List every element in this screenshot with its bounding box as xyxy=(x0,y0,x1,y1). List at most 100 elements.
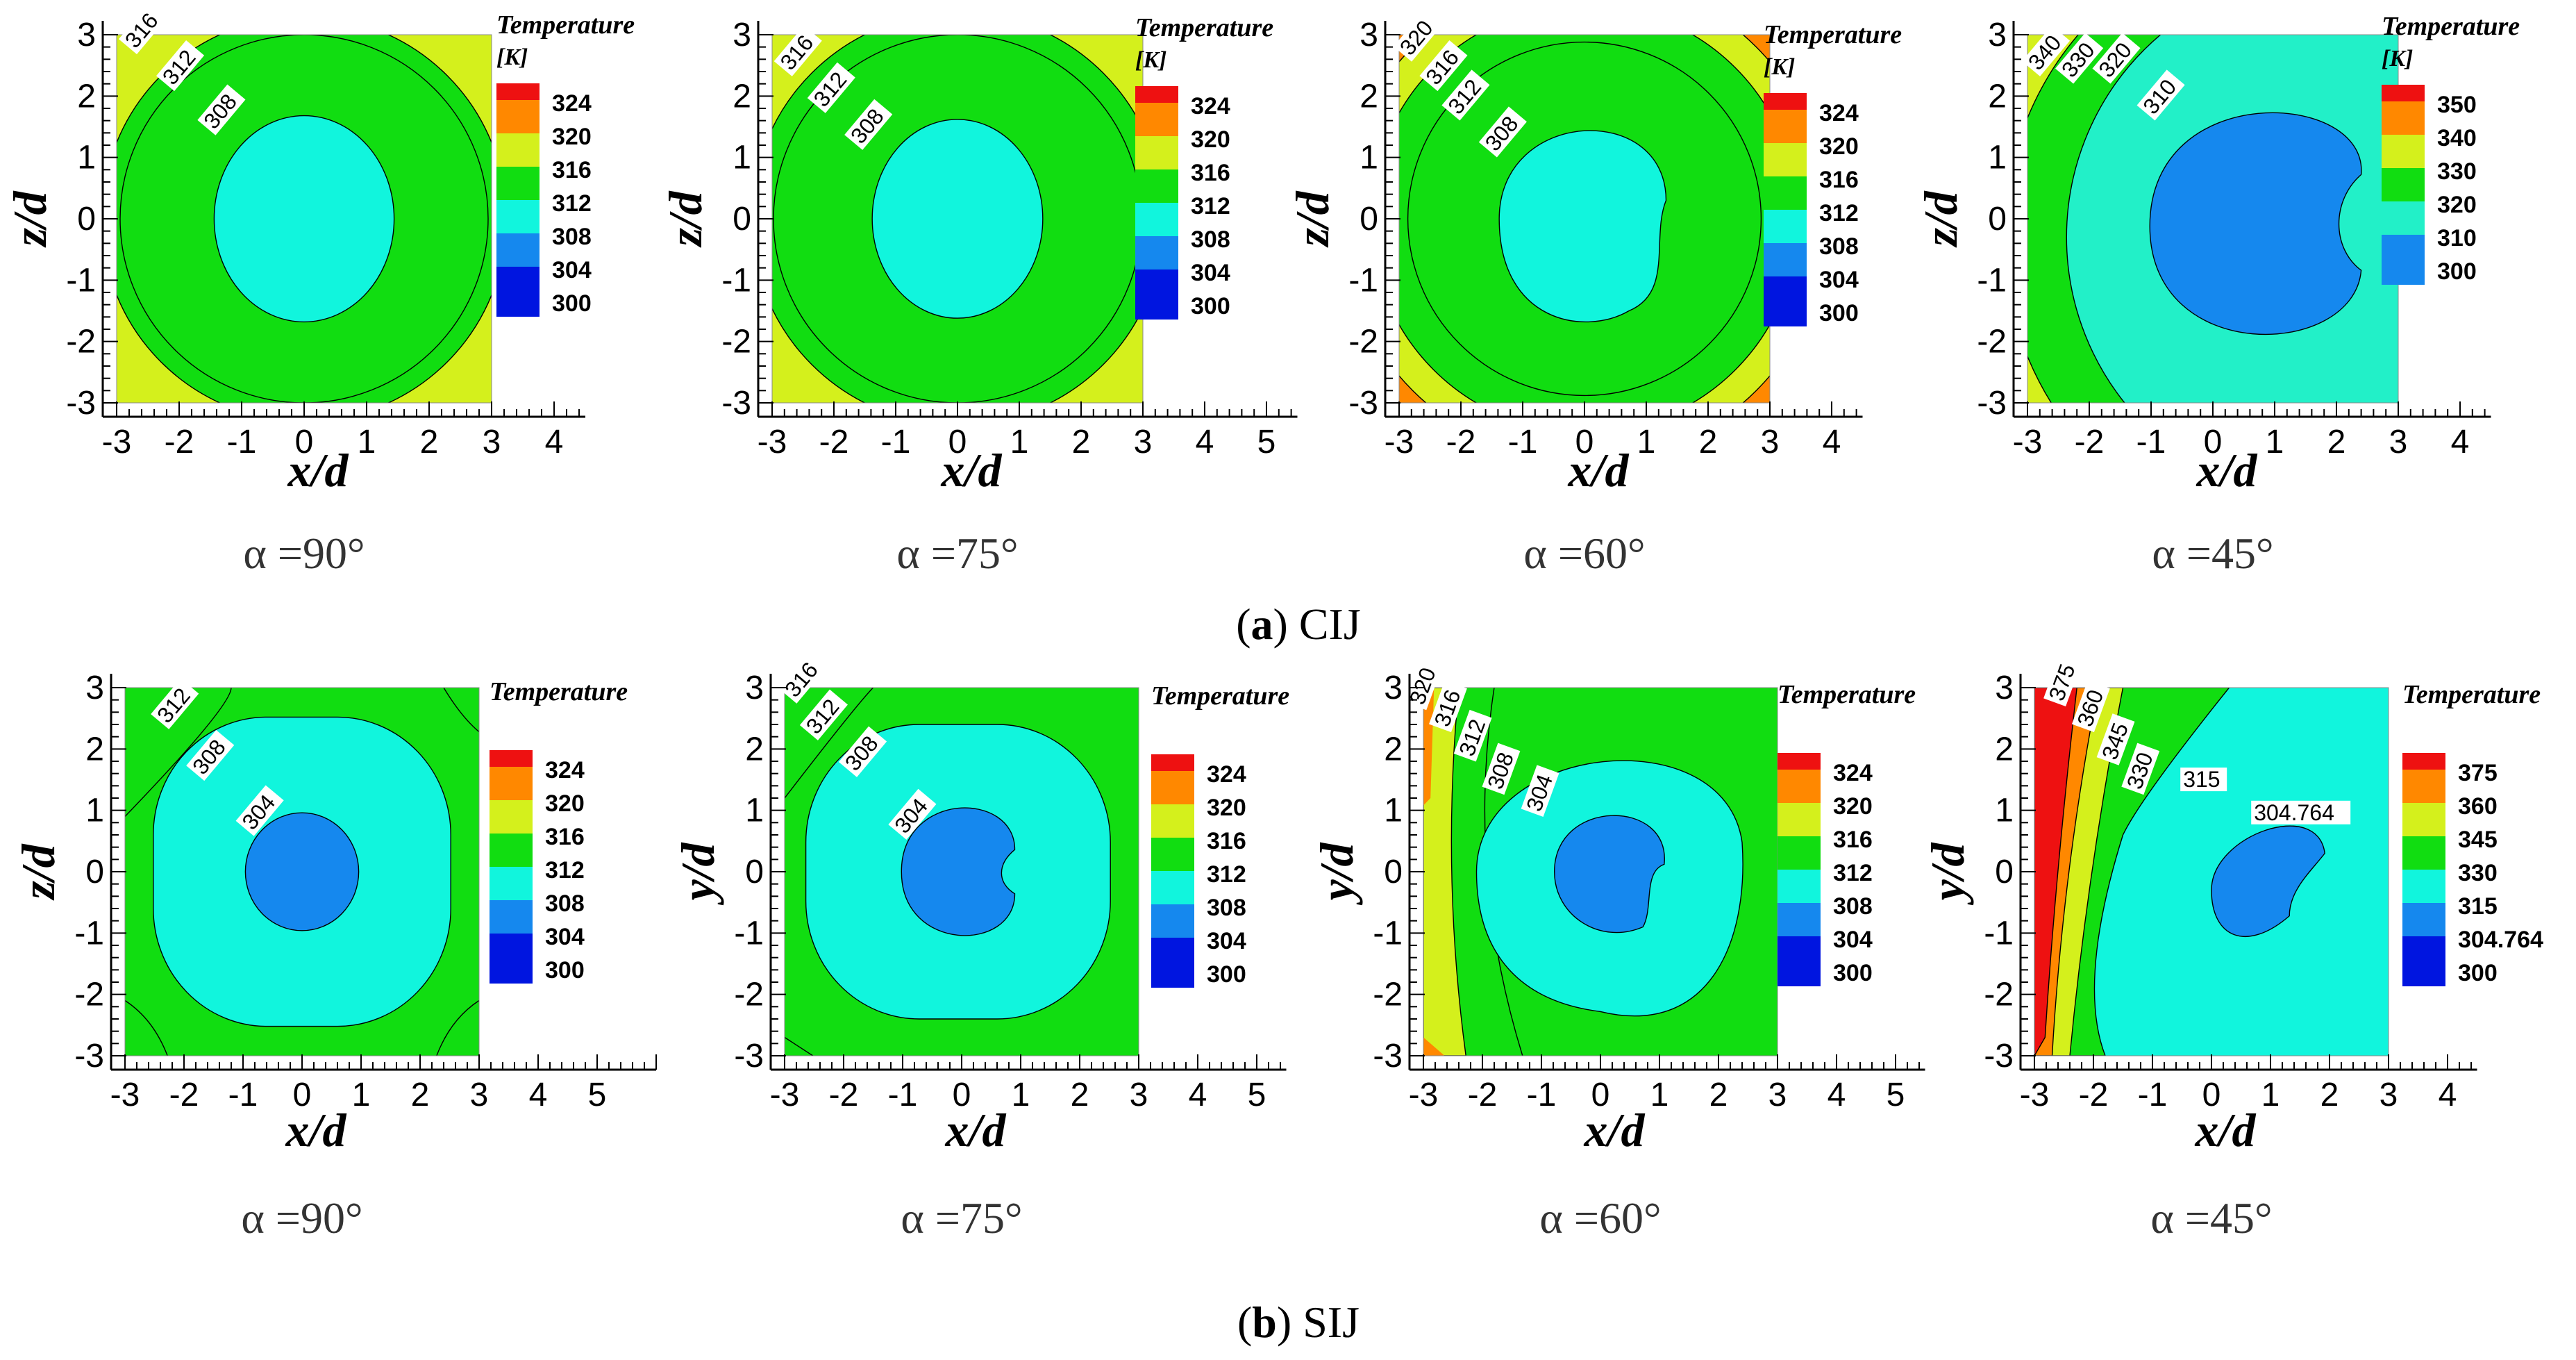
panel-caption-b: (b) SIJ xyxy=(1237,1297,1360,1347)
x-tick-label: -2 xyxy=(1468,1077,1498,1113)
contour-region-308 xyxy=(1498,130,1667,323)
axes: -3 -2 -1 0 1 2 3 4 -3 -2 -1 0 1 2 3 x/d z/d xyxy=(1914,17,2491,497)
y-tick-label: -2 xyxy=(1977,324,2007,360)
legend-swatch xyxy=(1135,186,1178,203)
legend-level-label: 320 xyxy=(1819,133,1859,160)
angle-label: α =60° xyxy=(1539,1193,1661,1243)
y-tick-label: -2 xyxy=(734,977,764,1013)
contour-line-312 xyxy=(1407,41,1762,397)
x-tick-label: -2 xyxy=(169,1077,199,1113)
x-tick-label: 3 xyxy=(1134,424,1153,461)
legend-level-label: 310 xyxy=(2437,225,2477,251)
legend-swatch xyxy=(496,83,540,100)
legend-swatch xyxy=(1778,820,1821,836)
contour-region-304-764 xyxy=(2211,825,2325,937)
legend-level-label: 312 xyxy=(552,190,592,217)
x-tick-label: 2 xyxy=(2320,1077,2339,1113)
legend-swatch-lower xyxy=(2402,803,2445,820)
legend-swatch xyxy=(1135,153,1178,169)
legend-level-label: 304 xyxy=(1819,267,1859,293)
chart-panel-7: 320 316 312 308 304 -3 -2 -1 0 1 2 3 4 5 -3 -2 -1 0 1 2 3 x/d… xyxy=(1310,658,1925,1243)
legend-swatch-lower xyxy=(2402,770,2445,786)
legend-swatch-lower xyxy=(1151,904,1194,921)
legend: Temperature 324 320 316 312 308 304 300 xyxy=(490,677,628,984)
legend-swatch-lower xyxy=(1764,243,1807,260)
legend-swatch-lower xyxy=(1151,938,1194,954)
legend-swatch-lower xyxy=(1135,203,1178,219)
legend-swatch xyxy=(2382,118,2425,135)
axes: -3 -2 -1 0 1 2 3 4 5 -3 -2 -1 0 1 2 3 x/d y/d xyxy=(671,670,1287,1156)
legend-swatch xyxy=(1135,253,1178,269)
x-tick-label: 1 xyxy=(2261,1077,2280,1113)
legend-swatch-lower xyxy=(490,800,533,817)
contour-line-312d xyxy=(436,1000,479,1056)
y-tick-label: 2 xyxy=(85,731,104,768)
legend-swatch-lower xyxy=(1151,771,1194,788)
contour-label-bg xyxy=(1482,743,1521,795)
legend: Temperature 375 360 345 330 315 304.764 300 xyxy=(2402,680,2543,986)
x-tick-label: 1 xyxy=(1650,1077,1669,1113)
contour-band-320 xyxy=(1423,688,1435,806)
x-tick-label: 3 xyxy=(470,1077,489,1113)
legend-swatch xyxy=(1764,193,1807,210)
chart-panel-4: 340 330 320 310 -3 -2 -1 0 1 2 3 4 -3 -2 -1 0 1 2 3 x/d z/d T… xyxy=(1914,12,2520,578)
x-tick-label: 5 xyxy=(1887,1077,1905,1113)
legend-swatch-lower xyxy=(2402,903,2445,920)
legend-swatch-lower xyxy=(490,834,533,850)
legend-swatch-lower xyxy=(496,200,540,217)
x-axis-title: x/d xyxy=(941,444,1003,497)
legend-level-label: 320 xyxy=(1191,126,1230,153)
legend-swatch xyxy=(496,150,540,167)
legend-swatch xyxy=(1778,786,1821,803)
legend-swatch-lower xyxy=(1135,169,1178,186)
legend-swatch xyxy=(490,884,533,900)
legend-level-label: 316 xyxy=(1207,828,1246,854)
x-tick-label: -2 xyxy=(2079,1077,2109,1113)
legend-swatch-lower xyxy=(1778,936,1821,953)
legend-swatch-lower xyxy=(496,267,540,283)
legend-level-label: 312 xyxy=(545,857,585,884)
legend-swatch-lower xyxy=(1135,303,1178,320)
chart-panel-3: 320 316 312 308 -3 -2 -1 0 1 2 3 4 -3 -2 -1 0 1 2 3 x/d z/d T… xyxy=(1286,10,1902,578)
legend-level-label: 308 xyxy=(552,224,592,250)
x-tick-label: -3 xyxy=(1409,1077,1439,1113)
legend-level-label: 360 xyxy=(2458,793,2498,820)
legend-level-label: 300 xyxy=(545,957,585,984)
x-tick-label: 2 xyxy=(1699,424,1718,461)
contour-field xyxy=(2034,688,2389,1056)
legend-swatch xyxy=(490,850,533,867)
x-tick-label: 1 xyxy=(2266,424,2284,461)
contour-label-bg xyxy=(2251,800,2351,824)
legend-title: Temperature xyxy=(1764,20,1902,49)
legend-swatch-lower xyxy=(1778,803,1821,820)
y-tick-label: -3 xyxy=(734,1038,764,1075)
legend-swatch-lower xyxy=(1778,903,1821,920)
legend-unit: [K] xyxy=(496,44,528,70)
legend-swatch-lower xyxy=(1778,770,1821,786)
y-tick-label: -1 xyxy=(74,915,104,952)
legend-title: Temperature xyxy=(496,10,635,40)
contour-label-bg xyxy=(1453,709,1492,762)
x-tick-label: 5 xyxy=(588,1077,607,1113)
axes: -3 -2 -1 0 1 2 3 4 -3 -2 -1 0 1 2 3 x/d z/d xyxy=(3,17,585,497)
y-tick-label: 3 xyxy=(1384,670,1403,706)
legend-swatch-lower xyxy=(490,900,533,917)
x-tick-label: 2 xyxy=(2327,424,2346,461)
contour-label-bg xyxy=(1441,69,1490,121)
x-tick-label: 0 xyxy=(953,1077,971,1113)
legend-level-label: 316 xyxy=(1191,160,1230,186)
legend: Temperature [K] 350 340 330 320 310 300 xyxy=(2382,12,2520,285)
contour-label-bg xyxy=(151,678,199,729)
x-axis-title: x/d xyxy=(2195,1104,2257,1156)
legend-swatch-lower xyxy=(1778,970,1821,986)
contour-label-text: 304.764 xyxy=(2254,800,2334,825)
contour-label-bg xyxy=(197,84,246,135)
legend-level-label: 304 xyxy=(1833,927,1873,953)
legend-level-label: 324 xyxy=(1819,100,1859,126)
legend-swatch-lower xyxy=(1135,136,1178,153)
y-tick-label: -3 xyxy=(74,1038,104,1075)
y-tick-label: 0 xyxy=(1988,201,2007,238)
legend-swatch xyxy=(490,783,533,800)
axes: -3 -2 -1 0 1 2 3 4 -3 -2 -1 0 1 2 3 x/d z/d xyxy=(1286,17,1863,497)
